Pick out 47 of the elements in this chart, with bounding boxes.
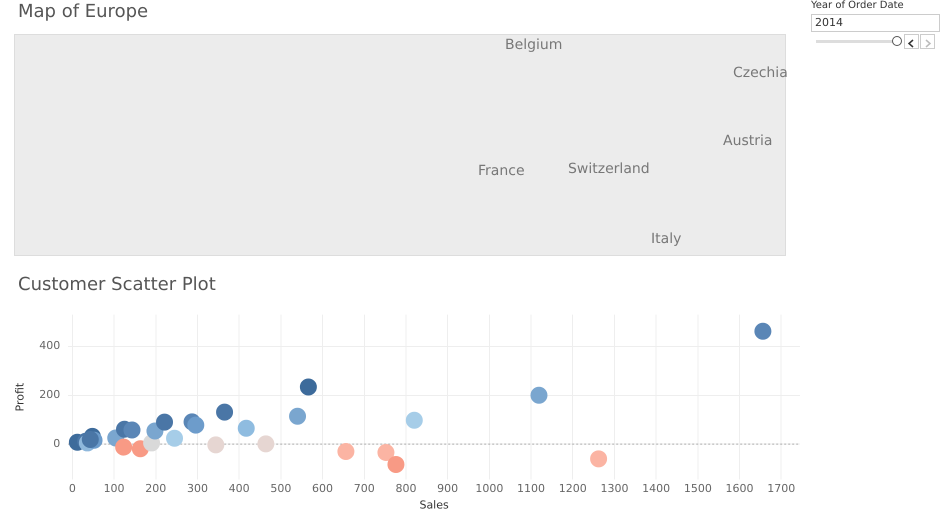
text: Map of Europe	[18, 1, 148, 22]
point	[207, 436, 224, 454]
point	[166, 430, 184, 447]
point	[406, 412, 423, 429]
x-tick-label: 0	[68, 482, 76, 496]
point	[216, 404, 234, 421]
point	[530, 386, 548, 404]
x-tick-label: 1600	[726, 482, 754, 496]
x-tick-label: 800	[395, 482, 416, 496]
point	[289, 408, 306, 425]
x-tick-label: 1000	[475, 482, 504, 496]
text: Year of Order Date	[811, 0, 904, 11]
text: 2014	[811, 14, 940, 32]
point	[238, 420, 255, 437]
point	[387, 456, 404, 473]
point	[377, 444, 394, 461]
y-tick-label: 400	[39, 339, 60, 352]
x-tick-label: 1400	[642, 482, 670, 496]
point	[754, 322, 772, 340]
point	[257, 435, 274, 452]
y-tick-label: 0	[53, 437, 60, 450]
x-tick-label: 200	[145, 482, 166, 496]
x-tick-label: 700	[354, 482, 375, 496]
x-tick-label: 900	[437, 482, 458, 496]
point	[590, 450, 608, 468]
y-tick-label: 200	[39, 388, 60, 402]
point	[337, 442, 354, 460]
x-tick-label: 600	[312, 482, 334, 496]
point	[187, 416, 204, 434]
x-tick-label: 100	[104, 482, 125, 496]
x-axis-title: Sales	[419, 498, 450, 512]
x-tick-label: 1100	[517, 482, 546, 496]
chart-title: Customer Scatter Plot	[18, 274, 216, 295]
x-tick-label: 500	[270, 482, 292, 496]
x-tick-label: 1200	[558, 482, 587, 496]
point	[156, 414, 174, 431]
y-axis-title: Profit	[13, 382, 26, 412]
point	[82, 431, 99, 448]
point	[300, 378, 317, 396]
map-picture: Belgium Czechia France Switzerland Austria Italy	[14, 34, 786, 256]
x-tick-label: 1500	[684, 482, 712, 496]
x-tick-label: 1700	[767, 482, 796, 496]
point	[123, 421, 140, 438]
x-tick-label: 1300	[600, 482, 628, 496]
x-tick-label: 300	[186, 482, 208, 496]
point	[115, 438, 132, 456]
x-tick-label: 400	[228, 482, 250, 496]
